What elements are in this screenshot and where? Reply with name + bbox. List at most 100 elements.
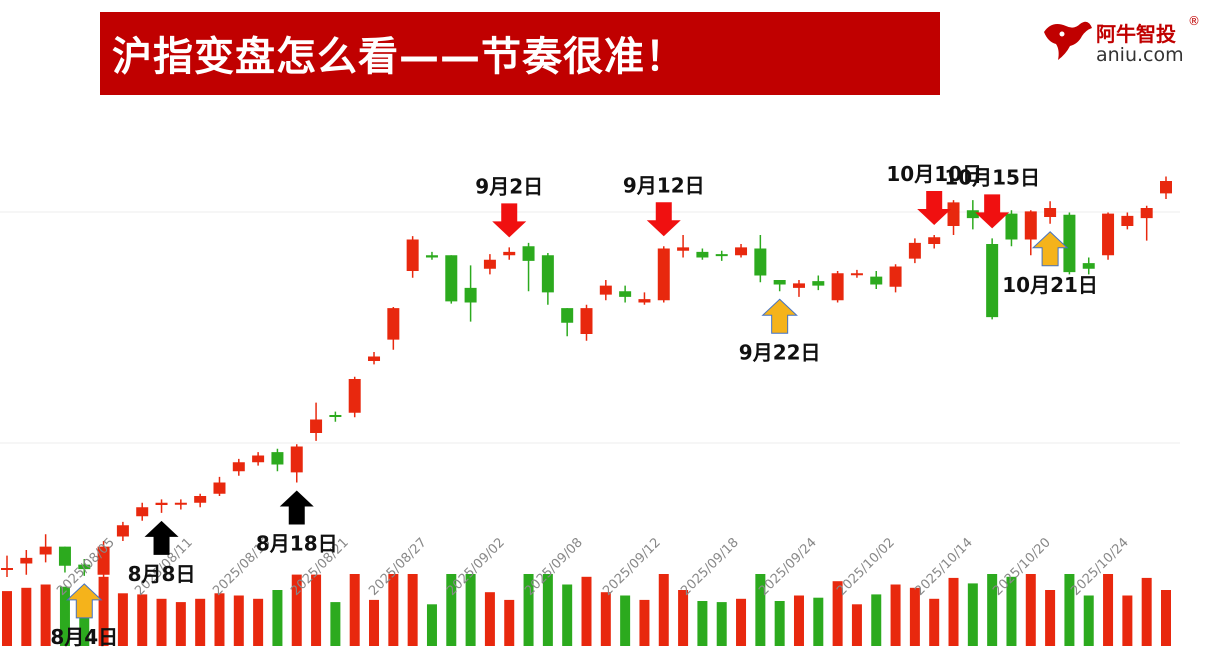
volume-bar — [542, 574, 553, 646]
volume-bar — [697, 601, 708, 646]
volume-bar — [272, 590, 283, 646]
volume-bar — [388, 574, 399, 646]
registered-mark: ® — [1188, 14, 1200, 28]
candle-body — [1063, 214, 1076, 273]
annotation-arrow-up-icon — [279, 490, 314, 525]
volume-bar — [195, 598, 206, 646]
volume-bar — [156, 598, 167, 646]
candle-body — [850, 273, 863, 276]
volume-bar — [330, 602, 341, 646]
bull-head-icon — [1044, 21, 1092, 60]
annotation-label: 8月4日 — [50, 625, 118, 649]
candle-body — [1102, 213, 1115, 256]
volume-bar — [523, 574, 534, 646]
title-banner: 沪指变盘怎么看——节奏很准！ — [100, 12, 940, 95]
page-title: 沪指变盘怎么看——节奏很准！ — [112, 34, 686, 80]
volume-bar — [59, 586, 70, 646]
annotation-arrow-down-icon — [492, 203, 527, 238]
candle-body — [348, 379, 361, 413]
volume-bar — [987, 574, 998, 646]
volume-bar — [40, 584, 51, 646]
chart-grid — [0, 211, 1180, 444]
volume-bar — [79, 595, 90, 646]
candle-body — [1082, 263, 1095, 269]
volume-bar — [446, 574, 457, 646]
candle-body — [503, 251, 516, 256]
volume-bar — [2, 591, 12, 646]
volume-bar — [755, 574, 766, 646]
candle-body — [406, 239, 419, 271]
annotation-label: 10月10日 — [886, 162, 982, 186]
candle-body — [1024, 211, 1037, 240]
volume-bar — [562, 584, 573, 646]
candle-body — [580, 308, 593, 334]
candle-body — [174, 502, 187, 505]
volume-bar — [620, 595, 631, 646]
volume-bar — [21, 587, 32, 646]
volume-bar — [1064, 574, 1075, 646]
annotation-label: 10月15日 — [944, 165, 1040, 189]
candle-body — [1121, 215, 1134, 226]
volume-bar — [349, 574, 360, 646]
volume-bar — [311, 574, 322, 646]
candle-series — [1, 176, 1172, 577]
volume-bar — [233, 595, 244, 646]
volume-bar — [1006, 576, 1017, 646]
volume-bar — [948, 577, 959, 646]
candle-body — [696, 251, 709, 258]
volume-bar — [967, 583, 978, 646]
annotation-label: 9月22日 — [739, 340, 821, 364]
volume-bar — [484, 592, 495, 646]
candle-body — [638, 299, 651, 303]
volume-bar — [407, 574, 418, 646]
volume-bar — [137, 594, 148, 646]
x-tick-label: 2025/09/24 — [756, 535, 820, 599]
candle-body — [812, 281, 825, 286]
candle-body — [908, 242, 921, 259]
volume-bar — [426, 604, 437, 646]
candle-body — [232, 462, 245, 472]
volume-bar — [1122, 595, 1133, 646]
volume-bar — [658, 574, 669, 646]
candle-body — [677, 247, 690, 251]
candle-body — [1, 568, 13, 570]
candle-body — [290, 446, 303, 473]
candle-body — [1140, 208, 1153, 219]
candle-body — [252, 455, 265, 463]
volume-bar — [678, 590, 689, 646]
candle-body — [20, 557, 33, 564]
annotation-arrow-up-icon — [1031, 231, 1069, 267]
volume-bar — [1083, 595, 1094, 646]
x-tick-label: 2025/10/14 — [912, 535, 976, 599]
candle-body — [271, 452, 284, 465]
annotation-label: 9月12日 — [623, 173, 705, 197]
candle-body — [966, 210, 979, 219]
annotation-arrow-up-icon — [66, 583, 103, 619]
brand-domain: aniu.com — [1096, 44, 1184, 66]
annotation-label: 10月21日 — [1002, 273, 1098, 297]
volume-bar — [175, 602, 186, 646]
candle-body — [464, 287, 477, 303]
candle-body — [136, 507, 149, 517]
candle-body — [599, 285, 612, 295]
volume-bar — [214, 593, 225, 646]
volume-bar — [890, 584, 901, 646]
volume-bar — [465, 574, 476, 646]
x-tick-label: 2025/10/02 — [834, 535, 898, 599]
volume-bar — [736, 598, 747, 646]
annotation-arrow-down-icon — [975, 194, 1010, 229]
volume-series — [2, 574, 1171, 646]
candle-body — [754, 248, 767, 276]
candle-body — [194, 496, 207, 503]
candle-body — [1005, 213, 1018, 240]
volume-bar — [581, 576, 592, 646]
volume-bar — [716, 602, 727, 646]
candle-body — [947, 202, 960, 226]
candle-body — [657, 248, 670, 301]
annotation-arrow-up-icon — [144, 520, 179, 555]
candle-body — [213, 482, 226, 494]
x-tick-label: 2025/10/24 — [1068, 535, 1132, 599]
candle-body — [425, 255, 438, 258]
